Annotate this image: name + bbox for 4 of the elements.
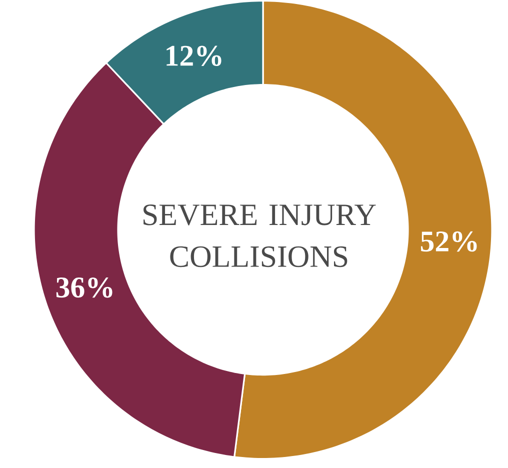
text: SEVERE INJURY COLLISIONS: [144, 204, 376, 268]
data-label: 36%: [56, 278, 112, 298]
data-label: 12%: [166, 46, 222, 66]
data-label: 52%: [420, 231, 477, 252]
